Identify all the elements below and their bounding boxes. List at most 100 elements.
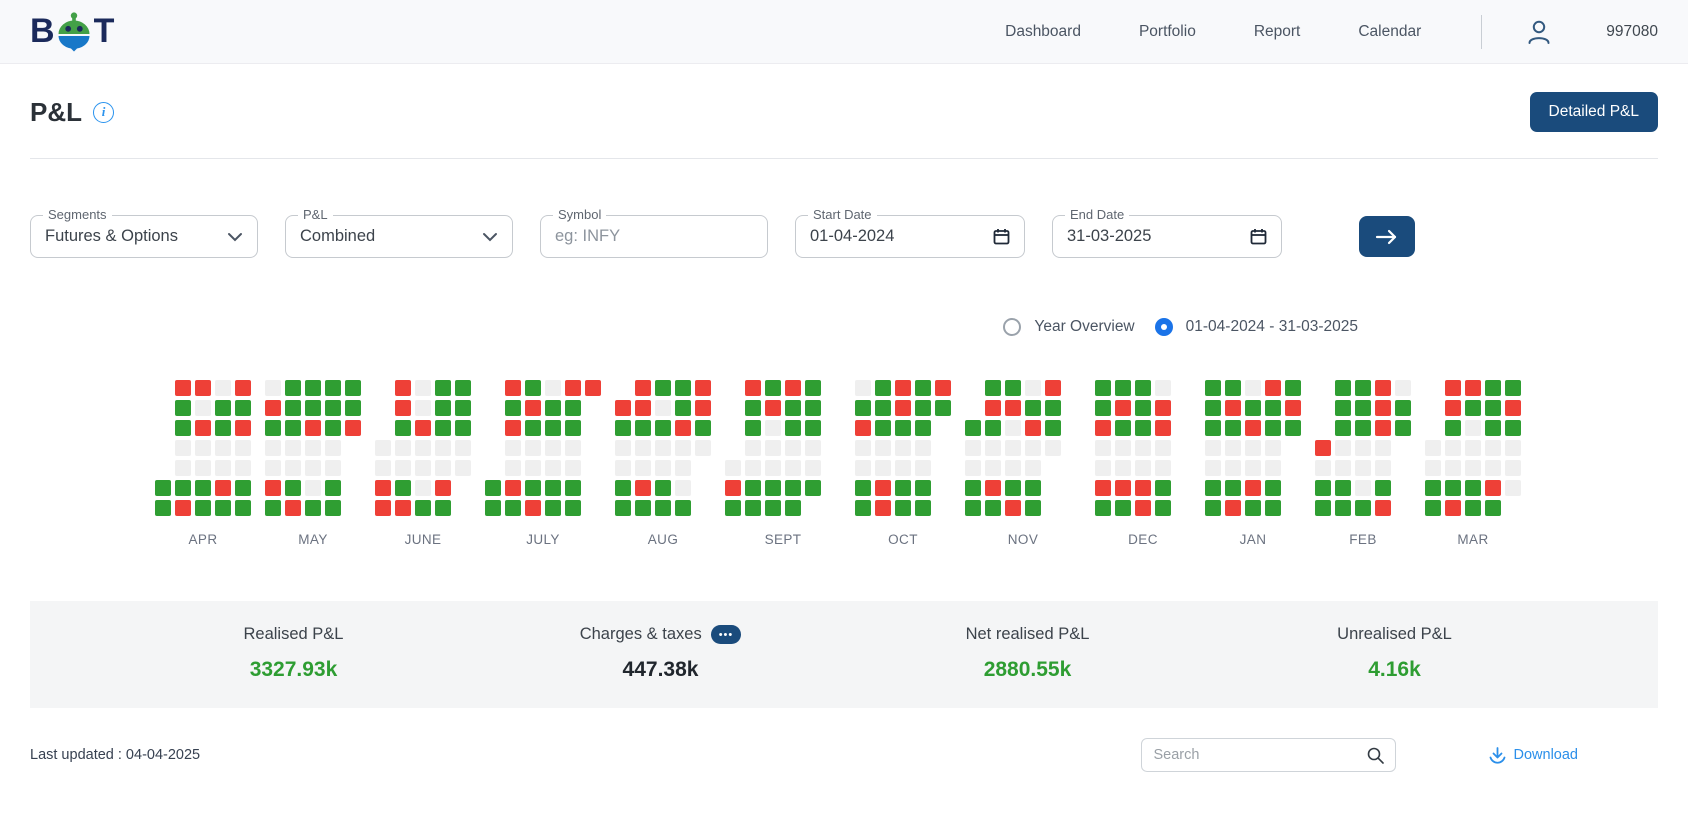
heatmap-day-cell[interactable] <box>525 400 541 416</box>
heatmap-day-cell[interactable] <box>1155 500 1171 516</box>
heatmap-day-cell[interactable] <box>1095 440 1111 456</box>
heatmap-day-cell[interactable] <box>1095 400 1111 416</box>
heatmap-day-cell[interactable] <box>1155 480 1171 496</box>
heatmap-day-cell[interactable] <box>1265 400 1281 416</box>
heatmap-day-cell[interactable] <box>1135 480 1151 496</box>
heatmap-day-cell[interactable] <box>1465 380 1481 396</box>
heatmap-day-cell[interactable] <box>1485 440 1501 456</box>
heatmap-day-cell[interactable] <box>655 400 671 416</box>
heatmap-day-cell[interactable] <box>235 480 251 496</box>
download-link[interactable]: Download <box>1488 746 1578 765</box>
heatmap-day-cell[interactable] <box>895 460 911 476</box>
heatmap-day-cell[interactable] <box>1095 500 1111 516</box>
heatmap-day-cell[interactable] <box>305 460 321 476</box>
heatmap-day-cell[interactable] <box>1025 460 1041 476</box>
heatmap-day-cell[interactable] <box>1425 500 1441 516</box>
heatmap-day-cell[interactable] <box>195 380 211 396</box>
heatmap-day-cell[interactable] <box>395 380 411 396</box>
nav-item-calendar[interactable]: Calendar <box>1358 22 1422 40</box>
heatmap-day-cell[interactable] <box>285 400 301 416</box>
heatmap-day-cell[interactable] <box>1225 460 1241 476</box>
heatmap-day-cell[interactable] <box>1005 400 1021 416</box>
heatmap-day-cell[interactable] <box>235 400 251 416</box>
heatmap-day-cell[interactable] <box>855 480 871 496</box>
heatmap-day-cell[interactable] <box>435 480 451 496</box>
heatmap-day-cell[interactable] <box>175 480 191 496</box>
heatmap-day-cell[interactable] <box>1445 500 1461 516</box>
heatmap-day-cell[interactable] <box>805 460 821 476</box>
heatmap-day-cell[interactable] <box>505 460 521 476</box>
heatmap-day-cell[interactable] <box>1395 420 1411 436</box>
heatmap-day-cell[interactable] <box>1045 400 1061 416</box>
heatmap-day-cell[interactable] <box>1115 380 1131 396</box>
heatmap-day-cell[interactable] <box>1135 380 1151 396</box>
apply-filters-button[interactable] <box>1359 216 1415 257</box>
heatmap-day-cell[interactable] <box>805 420 821 436</box>
heatmap-day-cell[interactable] <box>505 400 521 416</box>
heatmap-day-cell[interactable] <box>1335 440 1351 456</box>
heatmap-day-cell[interactable] <box>1205 460 1221 476</box>
heatmap-day-cell[interactable] <box>855 500 871 516</box>
heatmap-day-cell[interactable] <box>1505 380 1521 396</box>
heatmap-day-cell[interactable] <box>375 440 391 456</box>
heatmap-day-cell[interactable] <box>635 420 651 436</box>
heatmap-day-cell[interactable] <box>875 440 891 456</box>
heatmap-day-cell[interactable] <box>1445 460 1461 476</box>
heatmap-day-cell[interactable] <box>745 480 761 496</box>
heatmap-day-cell[interactable] <box>285 500 301 516</box>
heatmap-day-cell[interactable] <box>1135 420 1151 436</box>
heatmap-day-cell[interactable] <box>325 380 341 396</box>
heatmap-day-cell[interactable] <box>895 400 911 416</box>
heatmap-day-cell[interactable] <box>615 420 631 436</box>
heatmap-day-cell[interactable] <box>635 500 651 516</box>
heatmap-day-cell[interactable] <box>545 440 561 456</box>
heatmap-day-cell[interactable] <box>1395 400 1411 416</box>
heatmap-day-cell[interactable] <box>635 480 651 496</box>
heatmap-day-cell[interactable] <box>1315 440 1331 456</box>
heatmap-day-cell[interactable] <box>1265 480 1281 496</box>
heatmap-day-cell[interactable] <box>155 480 171 496</box>
heatmap-day-cell[interactable] <box>1265 440 1281 456</box>
heatmap-day-cell[interactable] <box>1025 380 1041 396</box>
heatmap-day-cell[interactable] <box>1485 500 1501 516</box>
heatmap-day-cell[interactable] <box>805 480 821 496</box>
heatmap-day-cell[interactable] <box>1005 460 1021 476</box>
heatmap-day-cell[interactable] <box>875 460 891 476</box>
heatmap-day-cell[interactable] <box>1155 380 1171 396</box>
heatmap-day-cell[interactable] <box>675 480 691 496</box>
heatmap-day-cell[interactable] <box>1355 380 1371 396</box>
heatmap-day-cell[interactable] <box>965 460 981 476</box>
heatmap-day-cell[interactable] <box>1465 420 1481 436</box>
heatmap-day-cell[interactable] <box>965 440 981 456</box>
heatmap-day-cell[interactable] <box>635 440 651 456</box>
radio-circle-selected[interactable] <box>1154 318 1173 336</box>
heatmap-day-cell[interactable] <box>675 440 691 456</box>
heatmap-day-cell[interactable] <box>175 460 191 476</box>
heatmap-day-cell[interactable] <box>1485 460 1501 476</box>
heatmap-day-cell[interactable] <box>305 440 321 456</box>
heatmap-day-cell[interactable] <box>875 420 891 436</box>
heatmap-day-cell[interactable] <box>325 400 341 416</box>
heatmap-day-cell[interactable] <box>375 480 391 496</box>
heatmap-day-cell[interactable] <box>435 400 451 416</box>
heatmap-day-cell[interactable] <box>985 420 1001 436</box>
heatmap-day-cell[interactable] <box>1355 420 1371 436</box>
heatmap-day-cell[interactable] <box>1115 420 1131 436</box>
heatmap-day-cell[interactable] <box>1005 380 1021 396</box>
heatmap-day-cell[interactable] <box>525 380 541 396</box>
heatmap-day-cell[interactable] <box>725 500 741 516</box>
heatmap-day-cell[interactable] <box>415 420 431 436</box>
heatmap-day-cell[interactable] <box>195 500 211 516</box>
heatmap-day-cell[interactable] <box>1375 400 1391 416</box>
heatmap-day-cell[interactable] <box>1265 460 1281 476</box>
brand-logo[interactable]: B T <box>30 11 114 52</box>
heatmap-day-cell[interactable] <box>1375 420 1391 436</box>
heatmap-day-cell[interactable] <box>635 460 651 476</box>
heatmap-day-cell[interactable] <box>1335 500 1351 516</box>
heatmap-day-cell[interactable] <box>215 480 231 496</box>
detailed-pnl-button[interactable]: Detailed P&L <box>1529 92 1658 132</box>
heatmap-day-cell[interactable] <box>1225 440 1241 456</box>
heatmap-day-cell[interactable] <box>785 460 801 476</box>
heatmap-day-cell[interactable] <box>1355 500 1371 516</box>
nav-item-dashboard[interactable]: Dashboard <box>1005 22 1081 40</box>
